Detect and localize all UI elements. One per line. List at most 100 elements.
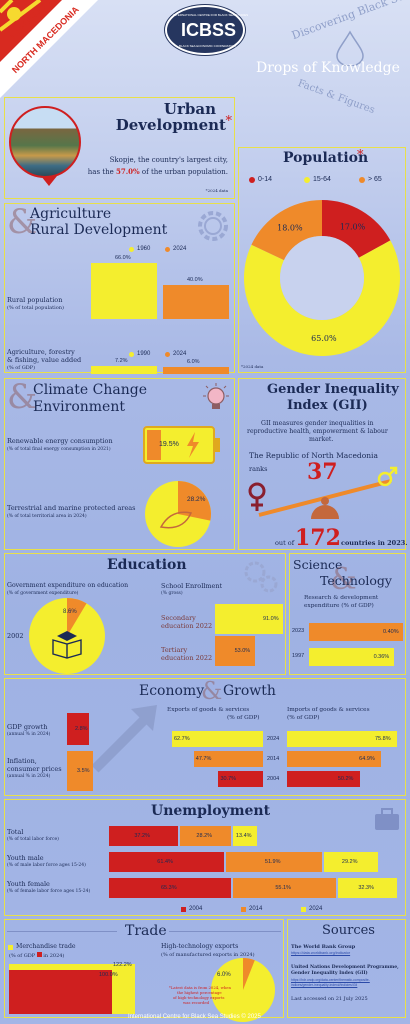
gii-total: 172 <box>295 525 341 551</box>
unemp-label-0: Total <box>7 828 24 836</box>
source-link-2b[interactable]: indices/gender-inequality-index#/indicie… <box>291 983 358 987</box>
trade-panel: Trade Merchandise trade (% of GDP in 202… <box>4 919 284 1022</box>
exports-bar-1-label: 47.7% <box>195 756 212 762</box>
graduation-cap-icon <box>57 631 77 641</box>
drops-title: Drops of Knowledge <box>256 60 400 76</box>
unemp-sub-1: (% of male labor force ages 15-24) <box>7 863 86 868</box>
footer-text: International Centre for Black Sea Studi… <box>128 1014 261 1020</box>
education-pie <box>29 598 105 674</box>
header: REPUBLIC OF NORTH MACEDONIA INTERNATIONA… <box>0 0 410 116</box>
unemp-bar-2-2-label: 32.3% <box>358 885 374 891</box>
population-panel: Population * 0-14 15-64 > 65 17.0% 65.0% 1… <box>238 147 406 373</box>
rural-bar-0-label: 66.0% <box>115 255 131 261</box>
unemp-bar-0-1-label: 28.2% <box>196 833 213 839</box>
rural-bar-1-label: 40.0% <box>187 277 203 284</box>
population-slice-1 <box>243 240 400 356</box>
science-title2: Technology <box>320 573 392 588</box>
merch-bar-red-label: 100.0% <box>99 972 118 978</box>
urban-star: * <box>225 114 233 129</box>
map-pin-tip <box>41 176 57 186</box>
source-link-1[interactable]: https://data.worldbank.org/indicator <box>291 951 351 955</box>
rd-bar-1 <box>309 648 394 666</box>
enrollment-bar-0 <box>215 604 283 634</box>
unemp-bar-1-2-label: 29.2% <box>341 859 358 865</box>
economy-year-1: 2014 <box>267 756 280 762</box>
unemp-bar-0-2 <box>233 826 257 846</box>
enrollment-bar-0-label: 91.0% <box>263 616 279 622</box>
agriculture-title2: Rural Development <box>30 222 168 238</box>
unemp-bar-1-2 <box>324 852 378 872</box>
imports-bar-2-label: 50.2% <box>337 776 354 782</box>
science-title1: Science <box>293 557 343 572</box>
drop-icon <box>336 30 364 66</box>
gdp-bar <box>67 713 89 745</box>
male-icon <box>377 466 398 487</box>
population-title: Population <box>283 150 369 166</box>
enrollment-bar-1-label: 53.0% <box>234 648 251 654</box>
rd-year-1: 1997 <box>292 653 305 659</box>
rural-bar-0 <box>91 263 157 319</box>
lightbulb-icon <box>203 383 229 409</box>
agriculture-title1: Agriculture <box>30 206 112 222</box>
unemp-sub-2: (% of female labor force ages 15-24) <box>7 889 91 894</box>
unemp-bar-1-1-label: 51.9% <box>264 859 281 865</box>
unemp-bar-1-0-label: 61.4% <box>157 859 173 865</box>
population-slice-2 <box>251 200 322 261</box>
unemp-bar-2-1 <box>233 878 336 898</box>
chart-zigzag-icon-left <box>7 924 117 932</box>
climate-panel: & Climate Change Environment Renewable e… <box>4 377 235 550</box>
gdp-bar-label: 2.8% <box>75 726 88 732</box>
unemp-bar-0-1 <box>179 826 232 846</box>
source-link-2[interactable]: https://hdr.undp.org/data-center/themati… <box>291 978 370 982</box>
rd-bar-0 <box>309 623 403 641</box>
book-icon <box>52 639 82 659</box>
education-slice <box>67 598 87 636</box>
skopje-photo <box>9 106 81 178</box>
unemployment-title: Unemployment <box>151 803 271 819</box>
battery-icon <box>143 426 220 464</box>
economy-year-2: 2004 <box>267 776 280 782</box>
science-panel: & Science Technology Research & developm… <box>289 553 406 675</box>
unemp-bar-2-0-label: 65.3% <box>161 885 177 891</box>
unemp-label-1: Youth male <box>7 854 44 862</box>
hitech-pie <box>211 958 275 1022</box>
agriculture-panel: & Agriculture Rural Development 1960 202… <box>4 202 235 374</box>
arrow-up-icon <box>91 705 157 773</box>
population-label-0: 17.0% <box>340 222 366 231</box>
population-label-1: 65.0% <box>311 334 337 343</box>
briefcase-icon <box>375 808 399 830</box>
exports-bar-2-label: 30.7% <box>220 776 237 782</box>
exports-bar-0-label: 62.7% <box>174 736 190 742</box>
sources-title: Sources <box>322 923 375 938</box>
legend-dot-2 <box>359 177 365 183</box>
legend-dot-1 <box>304 177 310 183</box>
unemployment-panel: Unemployment Total (% of total labor forc… <box>4 799 406 916</box>
trade-title: Trade <box>125 923 167 939</box>
population-label-2: 18.0% <box>277 223 303 232</box>
agri-value-bar-0 <box>91 366 157 374</box>
exports-bar-2 <box>218 771 263 787</box>
agri-value-bar-1-label: 6.0% <box>187 359 200 366</box>
urban-text2: has the 57.0% of the urban population. <box>87 167 228 176</box>
exports-bar-1 <box>193 751 263 767</box>
legend-dot-0 <box>249 177 255 183</box>
education-panel: Education Government expenditure on educ… <box>4 553 286 675</box>
gii-rank: 37 <box>307 459 338 485</box>
protected-areas-pie <box>145 481 211 547</box>
gender-title1: Gender Inequality <box>267 382 399 397</box>
economy-panel: Economy & Growth GDP growth (annual % in… <box>4 677 406 796</box>
gear-icon <box>198 211 228 241</box>
education-title: Education <box>107 557 187 573</box>
flag-banner <box>0 0 98 98</box>
economy-title1: Economy <box>139 683 205 699</box>
seesaw-icon <box>248 479 392 519</box>
agri-value-bar-0-label: 7.2% <box>115 358 128 364</box>
inflation-bar <box>67 751 93 791</box>
population-slice-0 <box>322 200 391 258</box>
unemp-bar-1-1 <box>225 852 323 872</box>
gender-title2: Index (GII) <box>287 398 368 413</box>
hitech-slice <box>243 958 255 990</box>
urban-text1: Skopje, the country's largest city, <box>109 156 228 164</box>
rd-bar-1-label: 0.36% <box>373 654 390 660</box>
gender-panel: Gender Inequality Index (GII) GII measur… <box>238 378 408 551</box>
